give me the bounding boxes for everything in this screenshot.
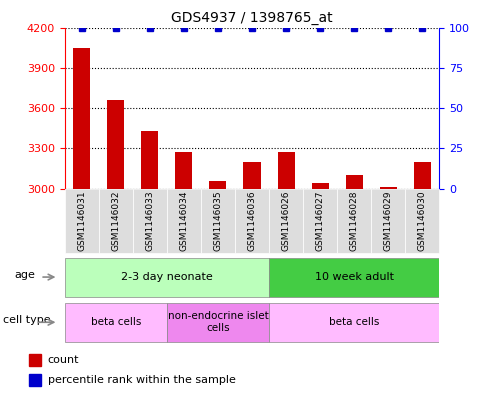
Bar bbox=[107, 100, 124, 189]
Text: non-endocrine islet
cells: non-endocrine islet cells bbox=[168, 312, 268, 333]
Text: beta cells: beta cells bbox=[91, 317, 141, 327]
Bar bbox=[269, 189, 303, 253]
Bar bbox=[201, 189, 235, 253]
Text: percentile rank within the sample: percentile rank within the sample bbox=[47, 375, 236, 385]
Title: GDS4937 / 1398765_at: GDS4937 / 1398765_at bbox=[171, 11, 333, 25]
Text: 2-3 day neonate: 2-3 day neonate bbox=[121, 272, 213, 282]
Text: 10 week adult: 10 week adult bbox=[314, 272, 394, 282]
Bar bbox=[244, 162, 260, 189]
Bar bbox=[167, 189, 201, 253]
Text: GSM1146027: GSM1146027 bbox=[315, 191, 324, 251]
Bar bbox=[99, 189, 133, 253]
Text: cell type: cell type bbox=[3, 315, 51, 325]
Text: GSM1146034: GSM1146034 bbox=[180, 191, 189, 251]
Bar bbox=[210, 180, 227, 189]
Text: GSM1146036: GSM1146036 bbox=[248, 191, 256, 252]
Text: GSM1146032: GSM1146032 bbox=[111, 191, 120, 251]
Text: GSM1146029: GSM1146029 bbox=[384, 191, 393, 251]
Bar bbox=[29, 354, 40, 366]
Text: beta cells: beta cells bbox=[329, 317, 379, 327]
Text: GSM1146028: GSM1146028 bbox=[350, 191, 359, 251]
Text: GSM1146026: GSM1146026 bbox=[281, 191, 290, 251]
Bar bbox=[133, 189, 167, 253]
Bar bbox=[303, 189, 337, 253]
Bar bbox=[380, 187, 397, 189]
Text: GSM1146030: GSM1146030 bbox=[418, 191, 427, 252]
Bar bbox=[29, 374, 40, 386]
Bar bbox=[65, 303, 167, 342]
Bar bbox=[167, 303, 269, 342]
Bar bbox=[65, 189, 99, 253]
Text: GSM1146031: GSM1146031 bbox=[77, 191, 86, 252]
Bar bbox=[141, 131, 158, 189]
Bar bbox=[235, 189, 269, 253]
Bar bbox=[277, 152, 294, 189]
Bar bbox=[345, 175, 363, 189]
Bar bbox=[405, 189, 439, 253]
Text: age: age bbox=[14, 270, 35, 280]
Bar bbox=[371, 189, 405, 253]
Text: count: count bbox=[47, 355, 79, 365]
Bar bbox=[269, 303, 439, 342]
Bar bbox=[337, 189, 371, 253]
Text: GSM1146035: GSM1146035 bbox=[214, 191, 223, 252]
Bar bbox=[73, 48, 90, 189]
Bar bbox=[414, 162, 431, 189]
Bar bbox=[311, 183, 328, 189]
Text: GSM1146033: GSM1146033 bbox=[145, 191, 154, 252]
Bar bbox=[65, 258, 269, 296]
Bar bbox=[269, 258, 439, 296]
Bar bbox=[176, 152, 193, 189]
